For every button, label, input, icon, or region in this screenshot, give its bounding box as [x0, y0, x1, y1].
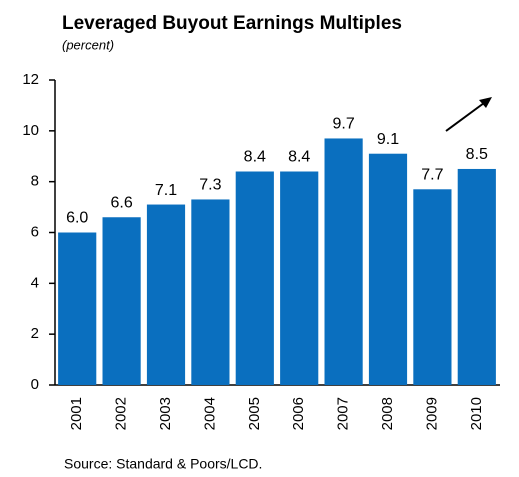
bar	[324, 138, 363, 385]
value-label: 7.7	[421, 167, 443, 184]
y-tick-label: 0	[31, 376, 39, 393]
bar	[102, 217, 141, 385]
value-label: 9.1	[377, 131, 399, 148]
x-tick-label: 2008	[379, 397, 396, 430]
source-note: Source: Standard & Poors/LCD.	[64, 456, 262, 472]
x-tick-label: 2006	[290, 397, 307, 430]
y-tick-label: 10	[22, 122, 39, 139]
x-tick-label: 2003	[157, 397, 174, 430]
x-tick-label: 2009	[423, 397, 440, 430]
bar	[280, 171, 319, 385]
x-tick-label: 2010	[468, 397, 485, 430]
bar	[235, 171, 274, 385]
arrow	[445, 97, 492, 132]
bar	[457, 168, 496, 385]
value-label: 9.7	[332, 116, 354, 133]
value-label: 6.6	[110, 194, 132, 211]
value-label: 7.3	[199, 177, 221, 194]
y-tick-label: 6	[31, 223, 39, 240]
x-tick-label: 2004	[201, 397, 218, 430]
bar	[58, 232, 97, 385]
value-label: 7.1	[155, 182, 177, 199]
value-label: 8.5	[466, 146, 488, 163]
chart-subtitle: (percent)	[62, 37, 114, 52]
bar	[368, 153, 408, 385]
bar	[413, 189, 452, 385]
value-label: 8.4	[288, 149, 310, 166]
x-tick-label: 2001	[68, 397, 85, 430]
x-tick-label: 2005	[246, 397, 263, 430]
bar	[146, 204, 186, 385]
x-tick-label: 2002	[113, 397, 130, 430]
value-label: 8.4	[244, 149, 266, 166]
x-tick-label: 2007	[335, 397, 352, 430]
y-tick-label: 4	[31, 274, 39, 291]
y-tick-label: 12	[22, 71, 39, 88]
chart-title: Leveraged Buyout Earnings Multiples	[62, 13, 402, 34]
y-tick-label: 8	[31, 173, 39, 190]
y-tick-label: 2	[31, 325, 39, 342]
bar	[191, 199, 230, 385]
value-label: 6.0	[66, 210, 88, 227]
